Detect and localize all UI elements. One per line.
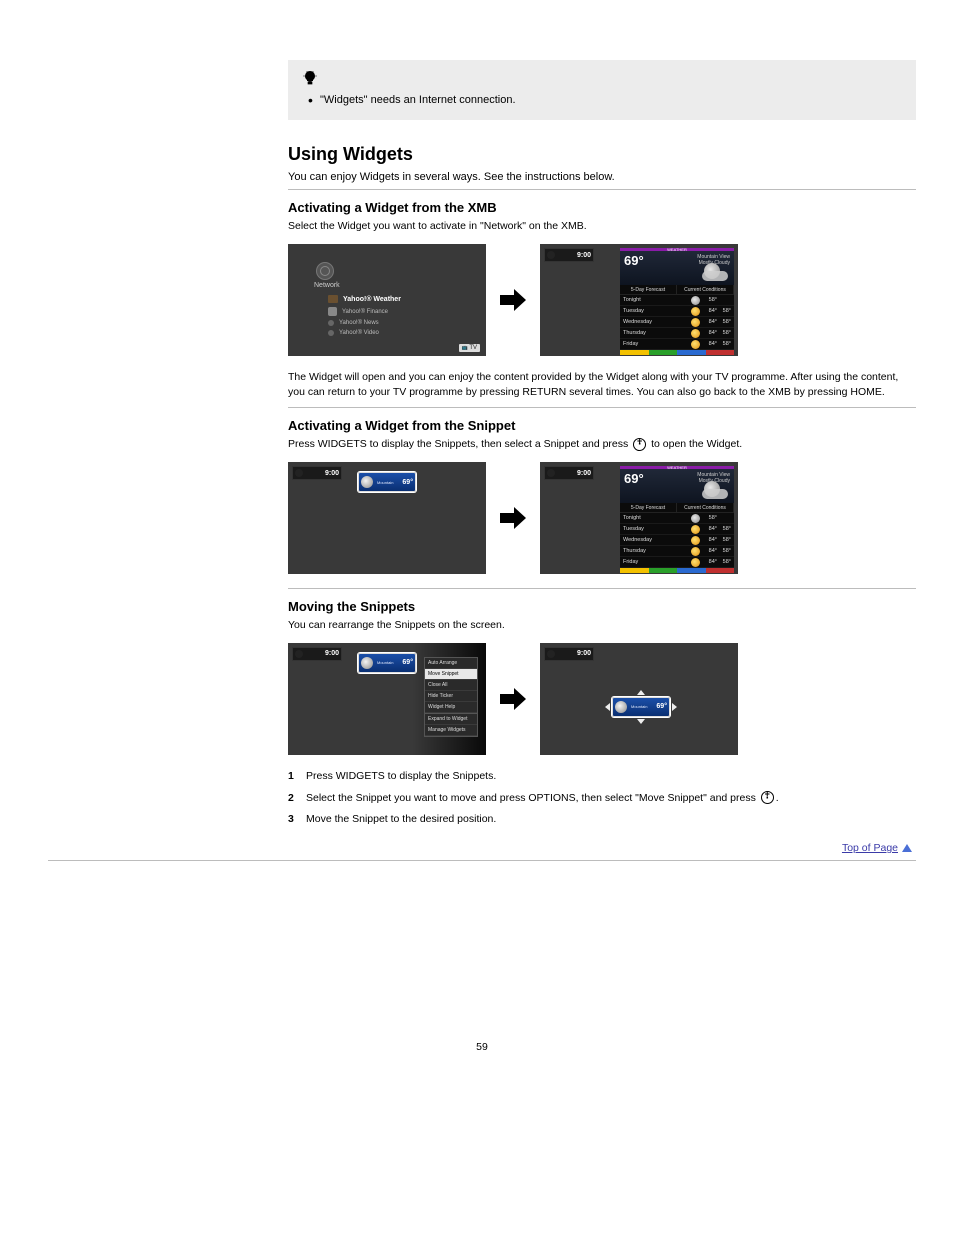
weather-snippet: Mountain 69° [358, 653, 416, 673]
tip-box: "Widgets" needs an Internet connection. [288, 60, 916, 120]
subsection-1-intro: Select the Widget you want to activate i… [288, 219, 916, 234]
options-menu-item: Manage Widgets [425, 725, 477, 736]
section-rule [288, 588, 916, 589]
corner-badge: 9:00 [292, 647, 342, 661]
options-menu-item: Widget Help [425, 702, 477, 713]
enter-button-icon [633, 438, 646, 451]
moon-icon [361, 657, 373, 669]
move-handles-icon [610, 695, 672, 719]
triangle-up-icon [902, 844, 912, 852]
arrow-right-icon [498, 503, 528, 533]
arrow-right-icon [498, 684, 528, 714]
step-3: 3Move the Snippet to the desired positio… [288, 812, 916, 828]
subsection-2-intro: Press WIDGETS to display the Snippets, t… [288, 437, 916, 452]
section-rule [288, 189, 916, 190]
subsection-1-title: Activating a Widget from the XMB [288, 200, 916, 215]
top-of-page-link[interactable]: Top of Page [48, 842, 916, 854]
corner-badge: 9:00 [544, 248, 594, 262]
weather-snippet-moving: Mountain 69° [612, 697, 670, 717]
moon-icon [361, 476, 373, 488]
subsection-3-intro: You can rearrange the Snippets on the sc… [288, 618, 916, 633]
corner-badge: 9:00 [544, 466, 594, 480]
screenshot-row-3: 9:00 Mountain 69° Auto ArrangeMove Snipp… [288, 643, 916, 755]
xmb-category-label: Network [314, 282, 476, 289]
xmb-item: Yahoo!® Finance [328, 307, 476, 316]
xmb-item: Yahoo!® Weather [328, 295, 476, 303]
step-2: 2Select the Snippet you want to move and… [288, 791, 916, 807]
corner-badge: 9:00 [544, 647, 594, 661]
screenshot-xmb-menu: Network Yahoo!® Weather Yahoo!® Finance Ya… [288, 244, 486, 356]
page-number: 59 [48, 1041, 916, 1053]
screenshot-row-2: 9:00 Mountain 69° 9:00 WEATHER69°Mountai… [288, 462, 916, 574]
screenshot-weather-widget: 9:00 WEATHER69°Mountain ViewMostly Cloud… [540, 244, 738, 356]
section-rule [288, 407, 916, 408]
tip-bullet-text: "Widgets" needs an Internet connection. [302, 93, 902, 108]
arrow-right-icon [498, 285, 528, 315]
screenshot-row-1: Network Yahoo!® Weather Yahoo!® Finance Ya… [288, 244, 916, 356]
section-title: Using Widgets [288, 144, 916, 165]
footer-rule [48, 860, 916, 861]
steps-list: 1Press WIDGETS to display the Snippets. … [288, 769, 916, 828]
subsection-2-title: Activating a Widget from the Snippet [288, 418, 916, 433]
tip-lightbulb-icon [302, 70, 318, 89]
weather-snippet: Mountain 69° [358, 472, 416, 492]
corner-badge: 9:00 [292, 466, 342, 480]
screenshot-snippet: 9:00 Mountain 69° [288, 462, 486, 574]
options-menu: Auto ArrangeMove SnippetClose AllHide Ti… [424, 657, 478, 737]
network-globe-icon [316, 262, 334, 280]
step-1: 1Press WIDGETS to display the Snippets. [288, 769, 916, 785]
options-menu-item: Move Snippet [425, 669, 477, 680]
xmb-item: Yahoo!® Video [328, 330, 476, 336]
screenshot-options-menu: 9:00 Mountain 69° Auto ArrangeMove Snipp… [288, 643, 486, 755]
enter-button-icon [761, 791, 774, 804]
xmb-item: Yahoo!® News [328, 320, 476, 326]
tv-tag: 📺 TV [459, 344, 480, 352]
subsection-1-body: The Widget will open and you can enjoy t… [288, 370, 916, 399]
options-menu-item: Hide Ticker [425, 691, 477, 702]
options-menu-item: Expand to Widget [425, 714, 477, 725]
options-menu-item: Auto Arrange [425, 658, 477, 669]
screenshot-weather-widget: 9:00 WEATHER69°Mountain ViewMostly Cloud… [540, 462, 738, 574]
screenshot-snippet-moved: 9:00 Mountain 69° [540, 643, 738, 755]
subsection-3-title: Moving the Snippets [288, 599, 916, 614]
options-menu-item: Close All [425, 680, 477, 691]
section-intro: You can enjoy Widgets in several ways. S… [288, 171, 916, 183]
